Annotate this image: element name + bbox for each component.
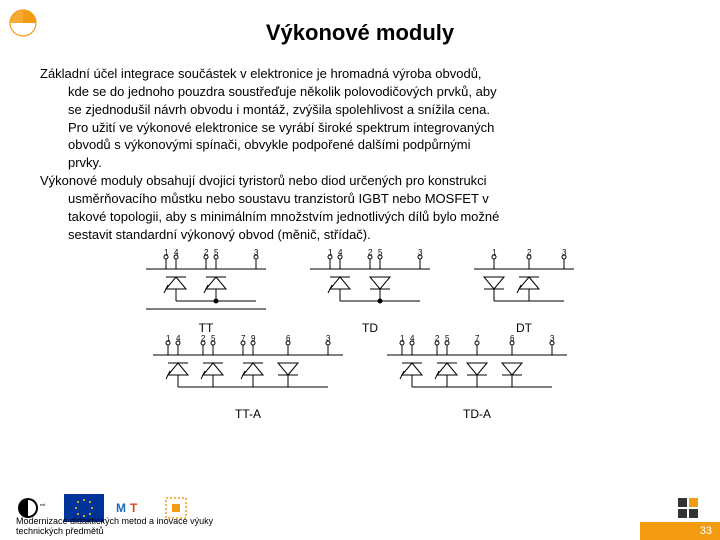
- body-text: Základní účel integrace součástek v elek…: [0, 66, 720, 243]
- svg-text:4: 4: [338, 249, 343, 257]
- svg-text:5: 5: [378, 249, 383, 257]
- svg-text:1: 1: [400, 335, 405, 343]
- svg-text:2: 2: [435, 335, 440, 343]
- svg-text:2: 2: [368, 249, 373, 257]
- svg-text:5: 5: [445, 335, 450, 343]
- svg-text:1: 1: [164, 249, 169, 257]
- circuit-label: TT: [136, 321, 276, 335]
- p1-line: Pro užití ve výkonové elektronice se vyr…: [40, 120, 688, 136]
- svg-text:T: T: [130, 501, 138, 515]
- circuit-tt: 14 25 3 TT: [136, 249, 276, 335]
- p2-line: usměrňovacího můstku nebo soustavu tranz…: [40, 191, 688, 207]
- corner-logo: [6, 6, 40, 40]
- circuit-dt: 1 2 3 DT: [464, 249, 584, 335]
- circuit-diagrams: 14 25 3 TT: [0, 249, 720, 421]
- svg-text:3: 3: [562, 249, 567, 257]
- circuit-td: 14 25 3 TD: [300, 249, 440, 335]
- svg-text:7: 7: [475, 335, 480, 343]
- svg-text:1: 1: [328, 249, 333, 257]
- circuit-label: TT-A: [143, 407, 353, 421]
- circuit-tda: 14 25 7 6 3 TD-A: [377, 335, 577, 421]
- circuit-label: TD-A: [377, 407, 577, 421]
- footer: esf M T Modernizace didaktických metod a…: [0, 492, 720, 540]
- svg-text:5: 5: [211, 335, 216, 343]
- svg-text:3: 3: [326, 335, 331, 343]
- svg-text:3: 3: [550, 335, 555, 343]
- square-logo-icon: [678, 498, 698, 518]
- circuit-tta: 14 25 79 6 3 TT-A: [143, 335, 353, 421]
- circuit-label: DT: [464, 321, 584, 335]
- svg-text:1: 1: [492, 249, 497, 257]
- svg-text:2: 2: [201, 335, 206, 343]
- page-number: 33: [640, 522, 720, 540]
- circuit-label: TD: [300, 321, 440, 335]
- p2-line: takové topologii, aby s minimálním množs…: [40, 209, 688, 225]
- svg-text:7: 7: [241, 335, 246, 343]
- footer-text: Modernizace didaktických metod a inovace…: [16, 517, 213, 537]
- svg-text:9: 9: [251, 335, 256, 343]
- svg-text:esf: esf: [40, 502, 46, 507]
- p1-line: se zjednodušil návrh obvodu i montáž, zv…: [40, 102, 688, 118]
- svg-text:4: 4: [410, 335, 415, 343]
- page-title: Výkonové moduly: [0, 0, 720, 66]
- svg-text:2: 2: [204, 249, 209, 257]
- svg-text:6: 6: [286, 335, 291, 343]
- svg-text:3: 3: [418, 249, 423, 257]
- p1-line: kde se do jednoho pouzdra soustřeďuje ně…: [40, 84, 688, 100]
- svg-text:4: 4: [174, 249, 179, 257]
- p1-line: prvky.: [40, 155, 688, 171]
- p1-line: obvodů s výkonovými spínači, obvykle pod…: [40, 137, 688, 153]
- p2-line: Výkonové moduly obsahují dvojici tyristo…: [40, 173, 688, 189]
- svg-text:6: 6: [510, 335, 515, 343]
- p1-line: Základní účel integrace součástek v elek…: [40, 66, 688, 82]
- svg-text:3: 3: [254, 249, 259, 257]
- svg-text:M: M: [116, 501, 126, 515]
- p2-line: sestavit standardní výkonový obvod (měni…: [40, 227, 688, 243]
- svg-text:4: 4: [176, 335, 181, 343]
- svg-text:1: 1: [166, 335, 171, 343]
- svg-text:2: 2: [527, 249, 532, 257]
- svg-text:5: 5: [214, 249, 219, 257]
